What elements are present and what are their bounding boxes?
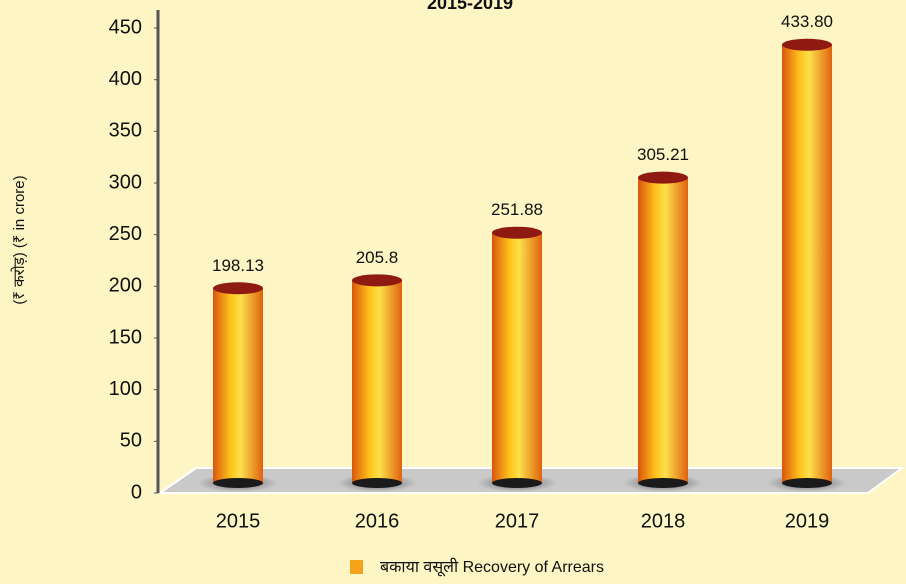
x-tick-label: 2018 [641, 510, 686, 532]
y-axis-label: (₹ करोड़) (₹ in crore) [10, 175, 28, 304]
data-label: 305.21 [637, 145, 689, 164]
x-tick-label: 2019 [785, 510, 830, 532]
y-tick-label: 100 [109, 378, 142, 400]
bar-base [213, 478, 263, 488]
x-tick-label: 2016 [355, 510, 400, 532]
bar-base [352, 478, 402, 488]
x-tick-label: 2015 [216, 510, 261, 532]
bar-top [782, 38, 832, 51]
bar [213, 288, 263, 483]
y-tick-label: 300 [109, 171, 142, 193]
bar [492, 232, 542, 483]
bar [638, 177, 688, 483]
bar-top [352, 274, 402, 287]
y-tick-label: 200 [109, 275, 142, 297]
y-tick-label: 50 [120, 430, 142, 452]
y-tick-label: 350 [109, 120, 142, 142]
data-label: 433.80 [781, 12, 833, 31]
bar-top [213, 282, 263, 295]
bar-top [638, 171, 688, 184]
y-tick-label: 250 [109, 223, 142, 245]
bar-top [492, 226, 542, 239]
data-label: 198.13 [212, 256, 264, 275]
legend-label: बकाया वसूली Recovery of Arrears [380, 557, 604, 577]
y-tick-label: 400 [109, 68, 142, 90]
bar [352, 280, 402, 483]
bar-base [638, 478, 688, 488]
y-tick-label: 450 [109, 16, 142, 38]
y-tick-label: 0 [131, 481, 142, 503]
data-label: 205.8 [356, 248, 399, 267]
data-label: 251.88 [491, 200, 543, 219]
legend-swatch [350, 560, 363, 574]
bar-base [782, 478, 832, 488]
bar [782, 44, 832, 484]
y-tick-label: 150 [109, 326, 142, 348]
x-tick-label: 2017 [495, 510, 540, 532]
chart-title: 2015-2019 [427, 0, 513, 13]
bar-base [492, 478, 542, 488]
